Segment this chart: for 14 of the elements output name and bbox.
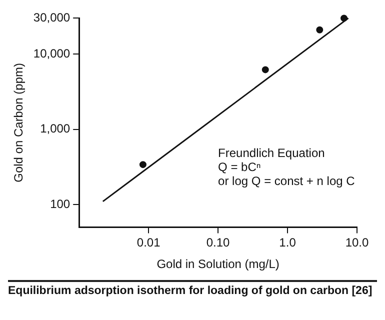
y-tick-label: 100 [50,196,70,211]
annotation: or log Q = const + n log C [218,174,356,188]
x-tick-label: 10.0 [345,236,369,250]
x-tick-label: 0.10 [206,236,230,250]
x-tick-label: 0.01 [136,236,161,250]
x-axis-title: Gold in Solution (mg/L) [156,257,280,272]
text: Equilibrium adsorption isotherm for loading of gold on carbon [26] [8,280,377,297]
x-tick-label: 1.0 [279,236,296,250]
annotation: Freundlich Equation [218,146,325,160]
y-tick-label: 10,000 [33,46,70,60]
y-tick-label: 30,000 [33,10,70,25]
annotation: Q = bCⁿ [218,160,261,174]
y-axis-title: Gold on Carbon (ppm) [12,63,26,182]
y-tick-label: 1,000 [40,122,70,136]
